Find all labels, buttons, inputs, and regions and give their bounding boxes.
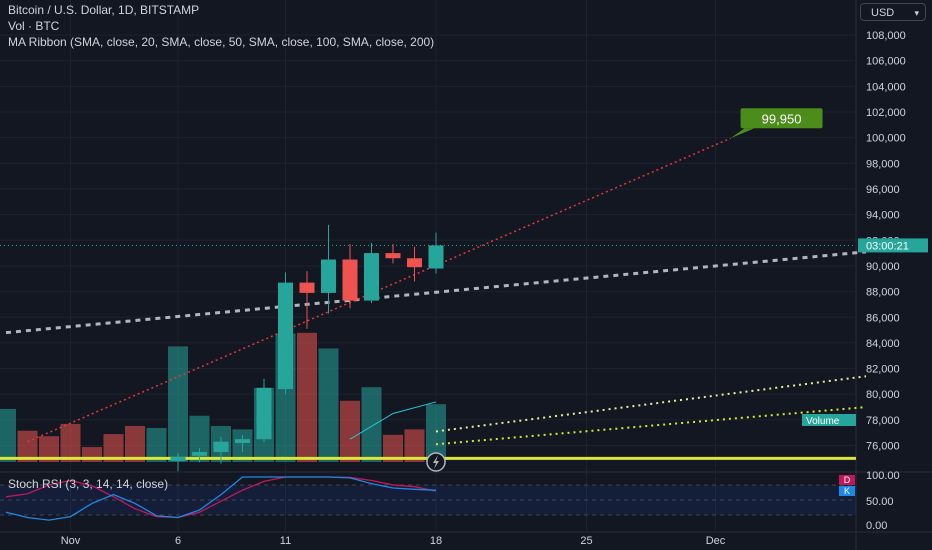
trendline: [435, 406, 867, 446]
candle-body: [299, 282, 315, 293]
candle-body: [407, 258, 422, 268]
candle-body: [192, 451, 207, 456]
price-tick-label: 108,000: [866, 30, 906, 42]
volume-bar: [0, 408, 16, 462]
price-tick-label: 86,000: [866, 312, 900, 324]
candle-body: [428, 245, 444, 269]
price-tick-label: 104,000: [866, 81, 906, 93]
rsi-tick-label: 50.00: [866, 496, 894, 508]
volume-axis-label: Volume: [806, 416, 840, 427]
time-tick-label: Dec: [706, 535, 726, 547]
price-tick-label: 102,000: [866, 107, 906, 119]
stoch-rsi-d-line: [5, 476, 437, 519]
chevron-down-icon: ▾: [914, 8, 919, 18]
candle-body: [385, 253, 401, 259]
volume-bar: [404, 429, 425, 462]
trendline: [5, 250, 867, 335]
time-tick-label: Nov: [61, 535, 81, 547]
trendline: [435, 375, 867, 433]
candle-body: [256, 387, 272, 440]
candle-body: [213, 441, 229, 452]
price-tick-label: 90,000: [866, 261, 900, 273]
price-tick-label: 88,000: [866, 287, 900, 299]
price-tick-label: 106,000: [866, 56, 906, 68]
volume-bar: [60, 423, 81, 462]
ma-ribbon-legend: MA Ribbon (SMA, close, 20, SMA, close, 5…: [8, 35, 435, 49]
target-badge-label: 99,950: [762, 111, 802, 126]
volume-bar: [426, 404, 446, 462]
current-price-label-bg: [858, 238, 928, 253]
flash-icon-glyph: [433, 455, 439, 469]
price-tick-label: 78,000: [866, 415, 900, 427]
stoch-rsi-legend: Stoch RSI (3, 3, 14, 14, close): [8, 477, 169, 491]
time-tick-label: 6: [175, 535, 181, 547]
target-badge: [740, 108, 823, 129]
price-tick-label: 84,000: [866, 338, 900, 350]
currency-button[interactable]: USD ▾: [860, 3, 926, 21]
time-tick-label: 11: [280, 535, 291, 547]
price-tick-label: 96,000: [866, 184, 900, 196]
price-tick-label: 98,000: [866, 158, 900, 170]
volume-legend: Vol · BTC: [8, 19, 60, 33]
rsi-tick-label: 0.00: [866, 520, 887, 532]
candle-body: [364, 253, 379, 301]
volume-bar: [361, 387, 382, 462]
target-badge-pointer: [730, 128, 755, 139]
current-price-countdown: 03:00:21: [866, 240, 909, 252]
time-tick-label: 25: [580, 535, 592, 547]
volume-bar: [340, 400, 360, 462]
volume-bar: [168, 346, 188, 462]
price-tick-label: 76,000: [866, 441, 900, 453]
stoch-rsi-k-line: [5, 476, 437, 521]
volume-bar: [39, 436, 59, 462]
candle-body: [342, 259, 358, 301]
volume-bar: [125, 425, 145, 462]
time-tick-label: 18: [430, 535, 442, 547]
volume-bar: [383, 434, 403, 462]
candle-body: [321, 259, 336, 293]
price-tick-label: 82,000: [866, 364, 900, 376]
candle-body: [170, 457, 186, 461]
volume-bar: [17, 430, 38, 462]
rsi-k-badge: K: [839, 486, 855, 496]
price-tick-label: 80,000: [866, 389, 900, 401]
volume-bar: [146, 428, 167, 462]
volume-label-bg: [802, 414, 856, 426]
symbol-title: Bitcoin / U.S. Dollar, 1D, BITSTAMP: [8, 3, 200, 17]
candle-body: [235, 439, 250, 443]
price-tick-label: 94,000: [866, 210, 900, 222]
ma-ribbon-line: [349, 401, 437, 440]
currency-label: USD: [871, 7, 895, 19]
volume-bar: [103, 434, 124, 462]
volume-bar: [189, 415, 210, 462]
volume-bar: [318, 348, 339, 462]
rsi-tick-label: 100.00: [866, 470, 900, 482]
rsi-d-badge: D: [839, 475, 855, 485]
volume-bar: [297, 332, 317, 462]
candle-body: [278, 282, 293, 390]
price-tick-label: 100,000: [866, 133, 906, 145]
